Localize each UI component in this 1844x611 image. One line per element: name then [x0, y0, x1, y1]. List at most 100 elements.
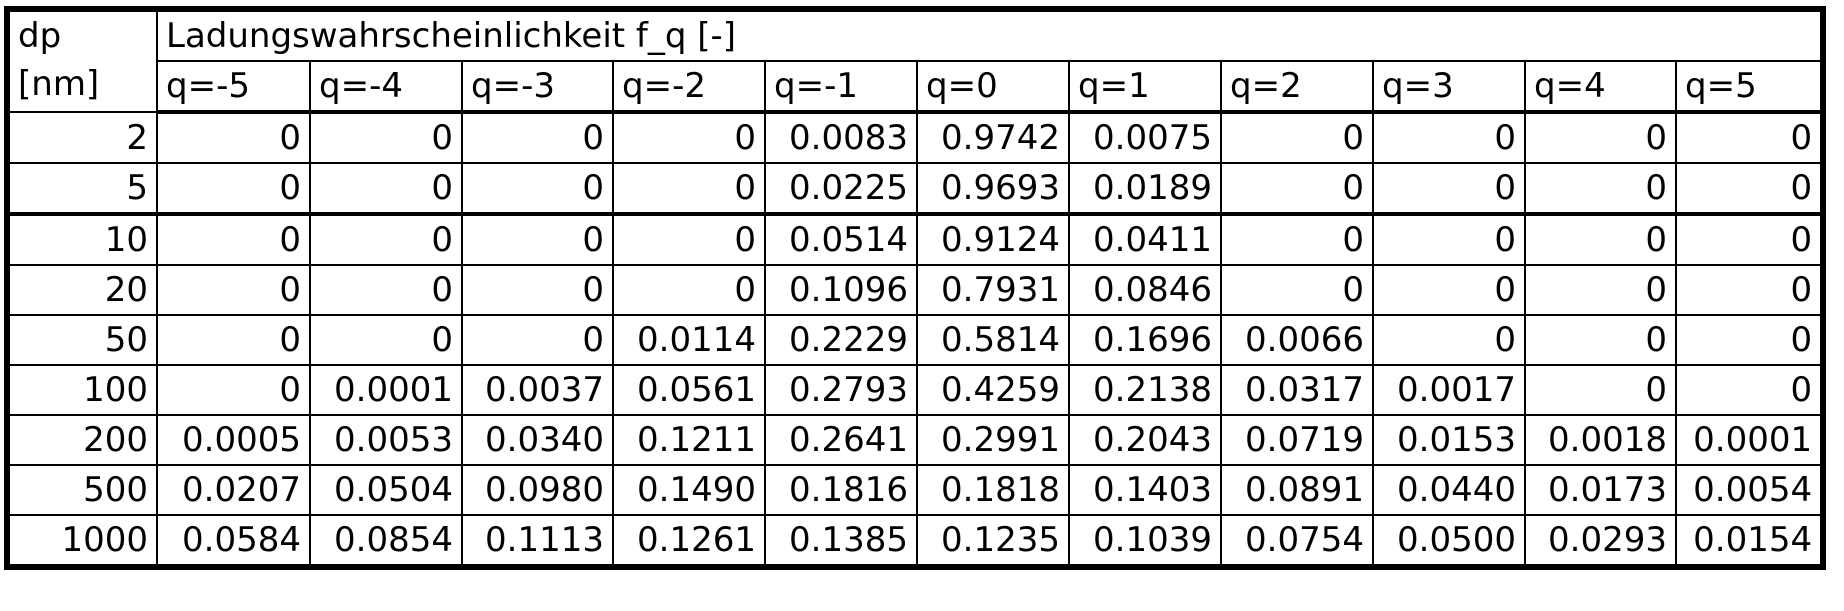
- probability-cell: 0: [309, 111, 463, 164]
- probability-cell: 0: [1674, 111, 1823, 164]
- probability-cell: 0: [1524, 364, 1677, 416]
- probability-cell: 0: [309, 162, 463, 216]
- probability-cell: 0: [309, 314, 463, 366]
- probability-cell: 0: [1674, 213, 1823, 266]
- table-row: 100 0 0.0001 0.0037 0.0561 0.2793 0.4259 0.2138…: [8, 364, 1823, 416]
- probability-cell: 0.5814: [916, 314, 1070, 366]
- probability-cell: 0.0514: [764, 213, 918, 266]
- probability-cell: 0: [1674, 264, 1823, 316]
- dp-cell: 100: [8, 364, 158, 416]
- probability-cell: 0: [1674, 162, 1823, 216]
- probability-cell: 0: [309, 264, 463, 316]
- probability-cell: 0: [156, 364, 311, 416]
- probability-cell: 0.1696: [1068, 314, 1222, 366]
- probability-cell: 0: [1220, 111, 1374, 164]
- probability-cell: 0.1818: [916, 464, 1070, 516]
- probability-cell: 0.0584: [156, 514, 311, 566]
- column-header-q: q=-3: [461, 60, 614, 114]
- dp-header-unit: [nm]: [18, 64, 100, 104]
- dp-cell: 10: [8, 213, 158, 266]
- probability-cell: 0.0054: [1674, 464, 1823, 516]
- probability-cell: 0.0037: [461, 364, 614, 416]
- probability-cell: 0.2641: [764, 414, 918, 466]
- probability-cell: 0.1113: [461, 514, 614, 566]
- dp-header-cell: dp [nm]: [8, 10, 158, 113]
- probability-cell: 0.0854: [309, 514, 463, 566]
- table-row: 2 0 0 0 0 0.0083 0.9742 0.0075 0 0 0 0: [8, 111, 1823, 164]
- probability-cell: 0: [1524, 314, 1677, 366]
- probability-cell: 0.4259: [916, 364, 1070, 416]
- probability-cell: 0: [461, 111, 614, 164]
- probability-cell: 0: [156, 264, 311, 316]
- column-header-q: q=-2: [612, 60, 766, 114]
- dp-cell: 2: [8, 111, 158, 164]
- probability-cell: 0.0001: [309, 364, 463, 416]
- probability-cell: 0.0440: [1372, 464, 1526, 516]
- probability-cell: 0.0173: [1524, 464, 1677, 516]
- probability-cell: 0.0891: [1220, 464, 1374, 516]
- probability-cell: 0.2793: [764, 364, 918, 416]
- probability-cell: 0.1261: [612, 514, 766, 566]
- dp-cell: 50: [8, 314, 158, 366]
- probability-cell: 0.0719: [1220, 414, 1374, 466]
- probability-cell: 0.2229: [764, 314, 918, 366]
- column-header-row: q=-5 q=-4 q=-3 q=-2 q=-1 q=0 q=1 q=2 q=3 q=4 q=5: [9, 60, 1823, 114]
- probability-cell: 0: [1372, 314, 1526, 366]
- charge-probability-sheet: dp [nm] Ladungswahrscheinlichkeit f_q [-…: [3, 6, 1827, 570]
- probability-cell: 0: [1220, 162, 1374, 216]
- probability-cell: 0.1403: [1068, 464, 1222, 516]
- probability-cell: 0.0001: [1674, 414, 1823, 466]
- probability-cell: 0: [1674, 364, 1823, 416]
- charge-probability-table: dp [nm] Ladungswahrscheinlichkeit f_q [-…: [3, 6, 1827, 570]
- probability-cell: 0.0207: [156, 464, 311, 516]
- probability-cell: 0.0114: [612, 314, 766, 366]
- probability-cell: 0: [612, 162, 766, 216]
- probability-cell: 0: [156, 314, 311, 366]
- probability-cell: 0: [1372, 162, 1526, 216]
- probability-cell: 0: [1524, 213, 1677, 266]
- probability-cell: 0.0504: [309, 464, 463, 516]
- probability-cell: 0.0500: [1372, 514, 1526, 566]
- table-row: 5 0 0 0 0 0.0225 0.9693 0.0189 0 0 0 0: [8, 162, 1823, 216]
- table-title-cell: Ladungswahrscheinlichkeit f_q [-]: [155, 10, 1823, 62]
- probability-cell: 0.0017: [1372, 364, 1526, 416]
- probability-cell: 0.7931: [916, 264, 1070, 316]
- dp-cell: 500: [8, 464, 158, 516]
- column-header-q: q=0: [916, 60, 1070, 114]
- probability-cell: 0.1039: [1068, 514, 1222, 566]
- probability-cell: 0: [1524, 264, 1677, 316]
- table-row: 500 0.0207 0.0504 0.0980 0.1490 0.1816 0.1818 0…: [8, 464, 1823, 516]
- probability-cell: 0.1211: [612, 414, 766, 466]
- probability-cell: 0.1385: [764, 514, 918, 566]
- probability-cell: 0.1096: [764, 264, 918, 316]
- probability-cell: 0.2043: [1068, 414, 1222, 466]
- column-header-q: q=3: [1372, 60, 1526, 114]
- probability-cell: 0.0154: [1674, 514, 1823, 566]
- probability-cell: 0: [1372, 111, 1526, 164]
- title-row: dp [nm] Ladungswahrscheinlichkeit f_q [-…: [8, 10, 1823, 113]
- probability-cell: 0: [156, 162, 311, 216]
- probability-cell: 0.0293: [1524, 514, 1677, 566]
- column-header-q: q=2: [1220, 60, 1374, 114]
- probability-cell: 0.9693: [916, 162, 1070, 216]
- probability-cell: 0: [612, 213, 766, 266]
- probability-cell: 0.0018: [1524, 414, 1677, 466]
- table-row: 200 0.0005 0.0053 0.0340 0.1211 0.2641 0.2991 0…: [8, 414, 1823, 466]
- probability-cell: 0.0317: [1220, 364, 1374, 416]
- probability-cell: 0: [1372, 213, 1526, 266]
- probability-cell: 0: [1524, 111, 1677, 164]
- column-header-q: q=-4: [309, 60, 463, 114]
- probability-cell: 0: [461, 213, 614, 266]
- probability-cell: 0.0561: [612, 364, 766, 416]
- column-header-q: q=-1: [764, 60, 918, 114]
- dp-cell: 5: [8, 162, 158, 216]
- probability-cell: 0.9124: [916, 213, 1070, 266]
- probability-cell: 0.0754: [1220, 514, 1374, 566]
- probability-cell: 0: [156, 213, 311, 266]
- probability-cell: 0: [461, 264, 614, 316]
- table-row: 10 0 0 0 0 0.0514 0.9124 0.0411 0 0 0 0: [8, 213, 1823, 266]
- column-header-q: q=5: [1674, 60, 1823, 114]
- probability-cell: 0.1235: [916, 514, 1070, 566]
- probability-cell: 0.0411: [1068, 213, 1222, 266]
- dp-cell: 1000: [8, 514, 158, 566]
